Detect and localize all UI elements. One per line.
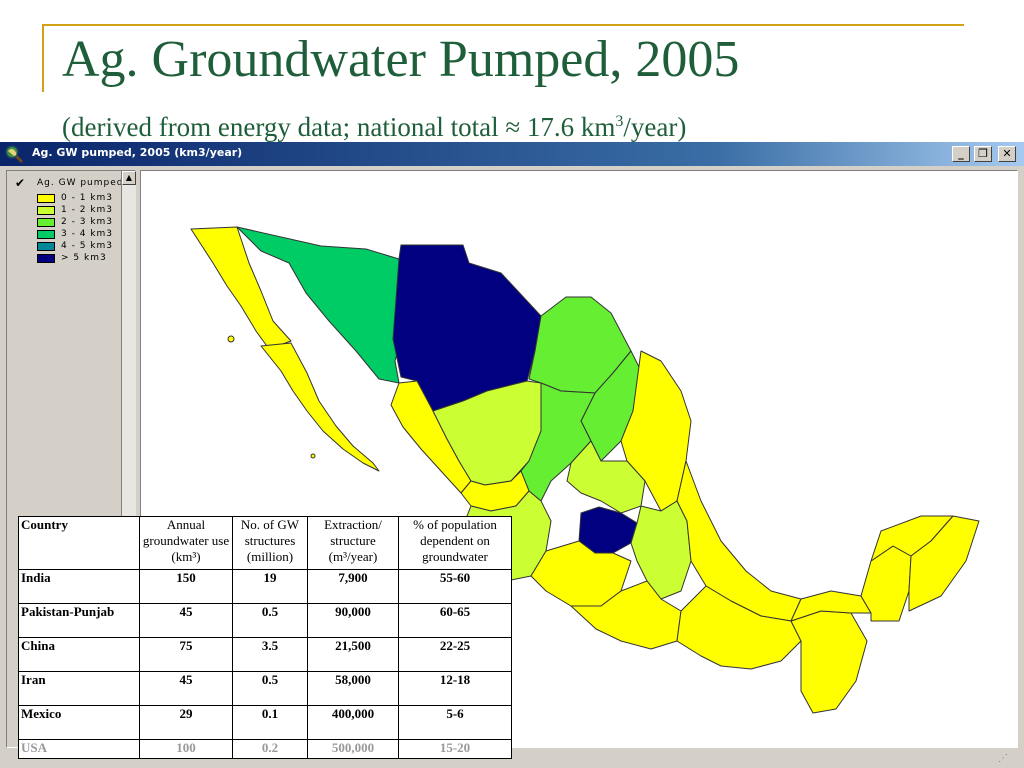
- legend-item: 0 - 1 km3: [37, 193, 127, 204]
- table-header-row: Country Annual groundwater use (km³) No.…: [18, 516, 512, 570]
- table-cell: USA: [18, 739, 140, 759]
- col-header-extraction: Extraction/ structure (m³/year): [307, 516, 399, 570]
- table-row: India 150 19 7,900 55-60: [18, 569, 512, 604]
- table-cell: 75: [139, 637, 233, 672]
- table-cell: 5-6: [398, 705, 512, 740]
- groundwater-table: Country Annual groundwater use (km³) No.…: [18, 516, 512, 759]
- slide-title: Ag. Groundwater Pumped, 2005: [62, 31, 740, 88]
- title-rule-horizontal: [42, 24, 964, 26]
- table-body: India 150 19 7,900 55-60 Pakistan-Punjab 45 0.5…: [18, 569, 512, 759]
- table-cell: 150: [139, 569, 233, 604]
- table-cell: 21,500: [307, 637, 399, 672]
- legend-swatch: [37, 206, 55, 215]
- region-zacatecas[interactable]: [520, 382, 596, 502]
- table-cell: 58,000: [307, 671, 399, 706]
- table-cell: Pakistan-Punjab: [18, 603, 140, 638]
- region-chiapas[interactable]: [790, 610, 868, 714]
- legend-label: 4 - 5 km3: [61, 241, 113, 251]
- table-cell: 3.5: [232, 637, 308, 672]
- layer-name: Ag. GW pumped,: [37, 178, 128, 188]
- table-cell: India: [18, 569, 140, 604]
- legend-label: > 5 km3: [61, 253, 107, 263]
- legend-swatch: [37, 230, 55, 239]
- legend-item: > 5 km3: [37, 253, 127, 264]
- table-cell: Mexico: [18, 705, 140, 740]
- legend-item: 1 - 2 km3: [37, 205, 127, 216]
- legend-item: 4 - 5 km3: [37, 241, 127, 252]
- table-cell: 15-20: [398, 739, 512, 759]
- table-cell: 500,000: [307, 739, 399, 759]
- island: [310, 453, 316, 459]
- table-cell: 29: [139, 705, 233, 740]
- subtitle-superscript: 3: [615, 113, 624, 130]
- table-cell: 0.1: [232, 705, 308, 740]
- table-row-partial: USA 100 0.2 500,000 15-20: [18, 739, 512, 759]
- col-header-population: % of population dependent on groundwater: [398, 516, 512, 570]
- table-cell: 0.5: [232, 603, 308, 638]
- layer-visibility-checkbox[interactable]: ✔: [15, 176, 26, 190]
- table-row: China 75 3.5 21,500 22-25: [18, 637, 512, 672]
- region-baja-california-sur[interactable]: [260, 342, 380, 472]
- legend-swatch: [37, 194, 55, 203]
- island: [227, 335, 235, 343]
- region-queretaro-hidalgo[interactable]: [630, 500, 692, 600]
- table-cell: 7,900: [307, 569, 399, 604]
- region-sonora[interactable]: [236, 226, 404, 384]
- col-header-annual-use: Annual groundwater use (km³): [139, 516, 233, 570]
- restore-button[interactable]: ❐: [974, 146, 992, 162]
- legend-swatch: [37, 218, 55, 227]
- legend-label: 2 - 3 km3: [61, 217, 113, 227]
- table-cell: 22-25: [398, 637, 512, 672]
- legend-label: 3 - 4 km3: [61, 229, 113, 239]
- globe-magnifier-icon: [5, 145, 24, 164]
- table-cell: 45: [139, 671, 233, 706]
- subtitle-end: /year): [623, 112, 687, 142]
- table-cell: 90,000: [307, 603, 399, 638]
- table-cell: 12-18: [398, 671, 512, 706]
- legend-label: 1 - 2 km3: [61, 205, 113, 215]
- legend-item: 3 - 4 km3: [37, 229, 127, 240]
- table-row: Mexico 29 0.1 400,000 5-6: [18, 705, 512, 740]
- window-title: Ag. GW pumped, 2005 (km3/year): [32, 146, 243, 159]
- layer-legend[interactable]: ✔ Ag. GW pumped, 0 - 1 km3 1 - 2 km3 2 -…: [9, 173, 126, 267]
- minimize-button[interactable]: _: [952, 146, 970, 162]
- col-header-structures: No. of GW structures (million): [232, 516, 308, 570]
- table-cell: 400,000: [307, 705, 399, 740]
- subtitle-text: (derived from energy data; national tota…: [62, 112, 616, 142]
- region-quintana-roo[interactable]: [908, 515, 980, 612]
- window-titlebar[interactable]: Ag. GW pumped, 2005 (km3/year) _ ❐ ✕: [0, 142, 1024, 166]
- title-rule-vertical: [42, 26, 44, 92]
- legend-item: 2 - 3 km3: [37, 217, 127, 228]
- region-guanajuato[interactable]: [578, 506, 638, 554]
- legend-swatch: [37, 254, 55, 263]
- resize-grip-icon[interactable]: ⋰: [998, 753, 1008, 764]
- slide-subtitle: (derived from energy data; national tota…: [62, 106, 686, 143]
- table-row: Pakistan-Punjab 45 0.5 90,000 60-65: [18, 603, 512, 638]
- table-cell: 0.2: [232, 739, 308, 759]
- close-button[interactable]: ✕: [998, 146, 1016, 162]
- table-cell: 100: [139, 739, 233, 759]
- legend-swatch: [37, 242, 55, 251]
- table-cell: 60-65: [398, 603, 512, 638]
- table-cell: China: [18, 637, 140, 672]
- table-cell: 0.5: [232, 671, 308, 706]
- legend-label: 0 - 1 km3: [61, 193, 113, 203]
- table-row: Iran 45 0.5 58,000 12-18: [18, 671, 512, 706]
- table-cell: Iran: [18, 671, 140, 706]
- table-cell: 55-60: [398, 569, 512, 604]
- table-cell: 19: [232, 569, 308, 604]
- col-header-country: Country: [18, 516, 140, 570]
- table-cell: 45: [139, 603, 233, 638]
- scroll-up-arrow[interactable]: ▲: [122, 171, 136, 185]
- region-tabasco[interactable]: [790, 590, 872, 622]
